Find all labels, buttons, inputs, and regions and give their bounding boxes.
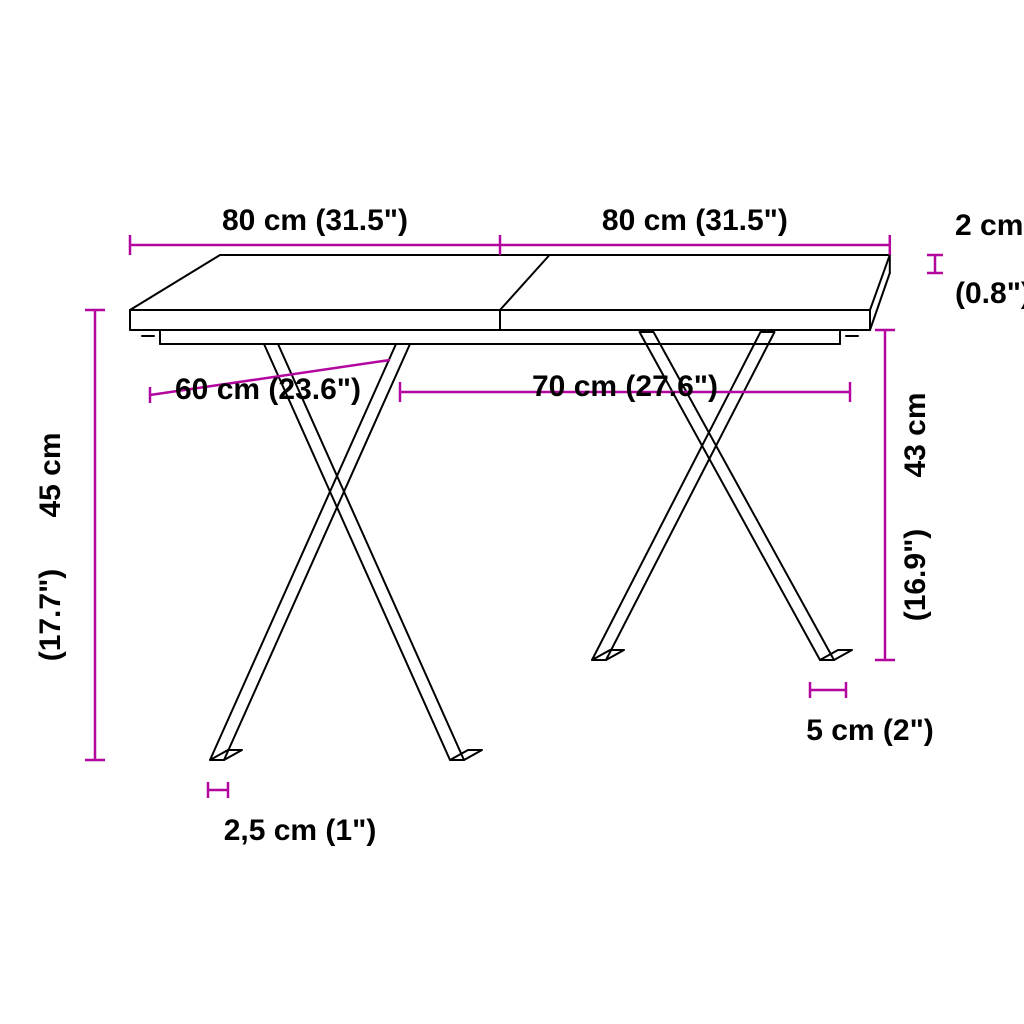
svg-text:(16.9"): (16.9") (899, 529, 932, 622)
svg-text:(17.7"): (17.7") (34, 569, 67, 662)
svg-text:80 cm (31.5"): 80 cm (31.5") (222, 204, 408, 237)
svg-text:80 cm (31.5"): 80 cm (31.5") (602, 204, 788, 237)
svg-text:43 cm: 43 cm (899, 392, 932, 477)
svg-text:60 cm (23.6"): 60 cm (23.6") (175, 373, 361, 406)
svg-text:2 cm: 2 cm (955, 209, 1023, 242)
svg-text:2,5 cm (1"): 2,5 cm (1") (224, 814, 377, 847)
svg-text:70 cm (27.6"): 70 cm (27.6") (532, 370, 718, 403)
svg-text:5 cm (2"): 5 cm (2") (806, 714, 934, 747)
svg-text:(0.8"): (0.8") (955, 277, 1024, 310)
svg-text:45 cm: 45 cm (34, 432, 67, 517)
